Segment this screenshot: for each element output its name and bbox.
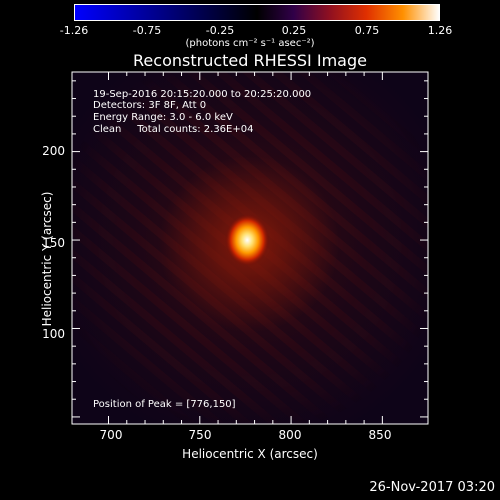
colorbar-tick: 0.25: [281, 24, 307, 37]
colorbar: [74, 4, 440, 21]
colorbar-gradient: [74, 4, 440, 21]
x-axis-label: Heliocentric X (arcsec): [182, 447, 318, 461]
clean-counts: Clean Total counts: 2.36E+04: [93, 124, 254, 135]
y-axis-label: Heliocentric Y (arcsec): [40, 191, 54, 327]
peak-position: Position of Peak = [776,150]: [93, 399, 236, 410]
x-tick-label: 750: [188, 428, 212, 442]
timestamp: 26-Nov-2017 03:20: [369, 480, 495, 495]
y-tick-label: 200: [42, 144, 65, 158]
colorbar-tick: -0.25: [205, 24, 235, 37]
x-tick-label: 800: [278, 428, 302, 442]
obs-time: 19-Sep-2016 20:15:20.000 to 20:25:20.000: [93, 89, 312, 100]
x-tick-label: 850: [368, 428, 392, 442]
detectors: Detectors: 3F 8F, Att 0: [93, 100, 207, 111]
chart-title: Reconstructed RHESSI Image: [133, 51, 367, 70]
plot-frame: [71, 71, 429, 425]
colorbar-tick: 1.26: [427, 24, 453, 37]
axis-ticks: [72, 72, 428, 424]
y-tick-label: 150: [42, 236, 65, 250]
y-tick-label: 100: [42, 327, 65, 341]
x-tick-label: 700: [99, 428, 123, 442]
energy-range: Energy Range: 3.0 - 6.0 keV: [93, 112, 233, 123]
colorbar-unit-label: (photons cm⁻² s⁻¹ asec⁻²): [185, 38, 315, 49]
colorbar-tick: -0.75: [132, 24, 162, 37]
colorbar-tick: 0.75: [354, 24, 380, 37]
colorbar-tick: -1.26: [59, 24, 89, 37]
peak-source: [225, 214, 270, 267]
